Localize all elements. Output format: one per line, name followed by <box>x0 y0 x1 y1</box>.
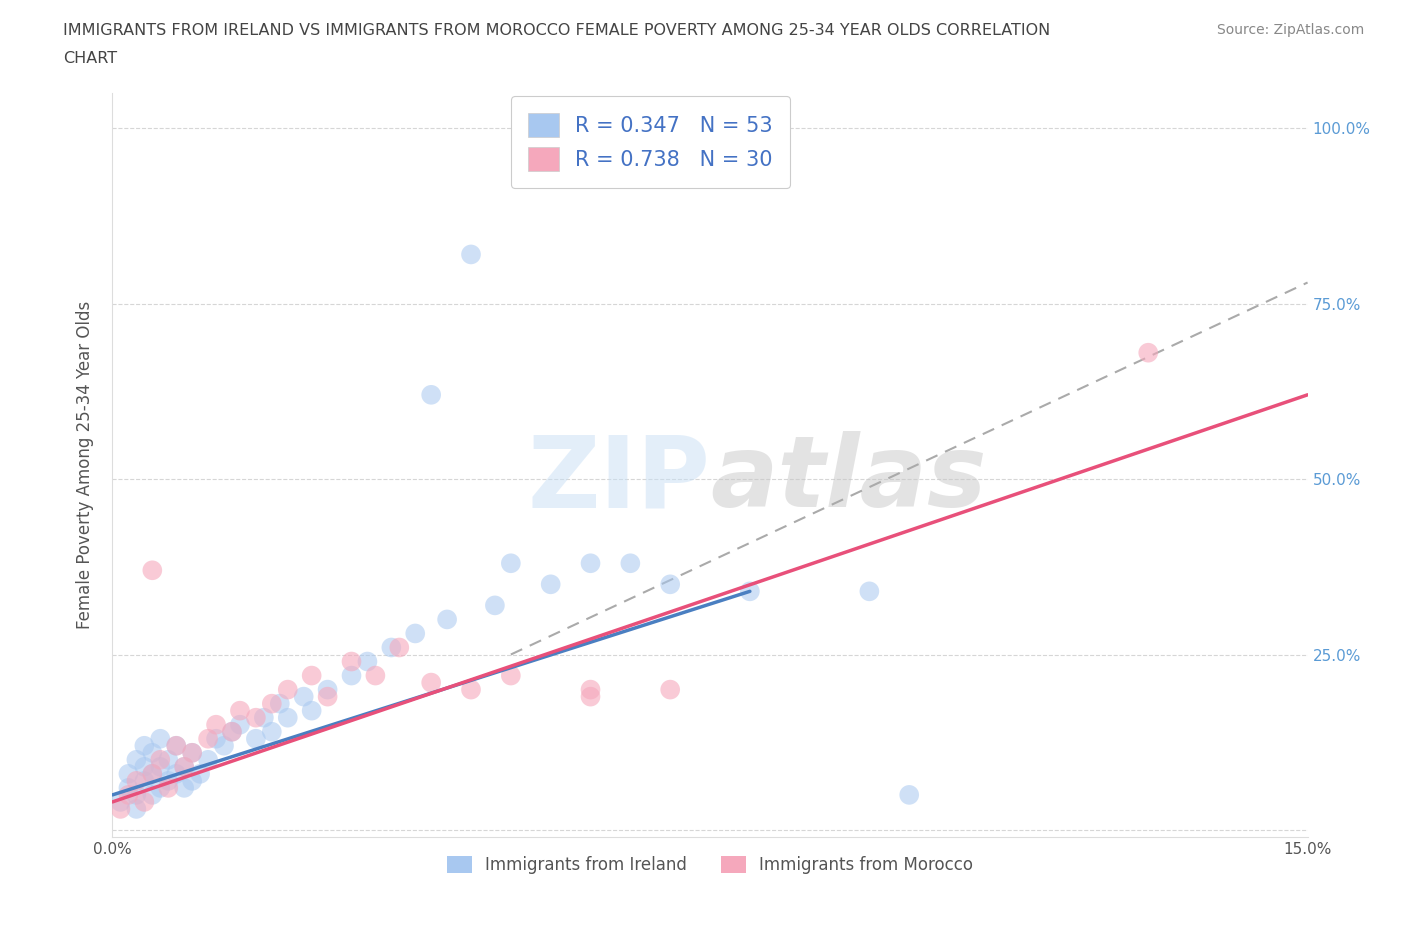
Point <box>659 683 682 698</box>
Point <box>540 577 562 591</box>
Point <box>364 668 387 683</box>
Point <box>484 598 506 613</box>
Point <box>221 724 243 739</box>
Point <box>260 697 283 711</box>
Point <box>277 711 299 725</box>
Point <box>356 654 378 669</box>
Point <box>125 752 148 767</box>
Point <box>125 774 148 789</box>
Point <box>141 745 163 760</box>
Point <box>579 689 602 704</box>
Text: CHART: CHART <box>63 51 117 66</box>
Point <box>205 731 228 746</box>
Point <box>117 780 139 795</box>
Point <box>165 738 187 753</box>
Point <box>340 654 363 669</box>
Point <box>117 766 139 781</box>
Text: atlas: atlas <box>710 432 987 528</box>
Point <box>173 760 195 775</box>
Point <box>134 738 156 753</box>
Point <box>197 752 219 767</box>
Point <box>245 731 267 746</box>
Point <box>269 697 291 711</box>
Point <box>245 711 267 725</box>
Point <box>141 788 163 803</box>
Point <box>197 731 219 746</box>
Point <box>388 640 411 655</box>
Point <box>619 556 641 571</box>
Point <box>149 731 172 746</box>
Point <box>221 724 243 739</box>
Point <box>738 584 761 599</box>
Point <box>134 760 156 775</box>
Point <box>659 577 682 591</box>
Point <box>149 760 172 775</box>
Point <box>141 766 163 781</box>
Point <box>165 738 187 753</box>
Point <box>404 626 426 641</box>
Point <box>141 563 163 578</box>
Text: ZIP: ZIP <box>527 432 710 528</box>
Point <box>579 556 602 571</box>
Point <box>1137 345 1160 360</box>
Point <box>134 794 156 809</box>
Point <box>157 752 180 767</box>
Point <box>125 788 148 803</box>
Point <box>380 640 402 655</box>
Point <box>499 556 522 571</box>
Point <box>188 766 211 781</box>
Point <box>436 612 458 627</box>
Point <box>340 668 363 683</box>
Point <box>460 683 482 698</box>
Point <box>316 683 339 698</box>
Point <box>277 683 299 698</box>
Point <box>110 802 132 817</box>
Point <box>110 794 132 809</box>
Text: IMMIGRANTS FROM IRELAND VS IMMIGRANTS FROM MOROCCO FEMALE POVERTY AMONG 25-34 YE: IMMIGRANTS FROM IRELAND VS IMMIGRANTS FR… <box>63 23 1050 38</box>
Point <box>117 788 139 803</box>
Point <box>173 780 195 795</box>
Point <box>420 675 443 690</box>
Point <box>181 745 204 760</box>
Point <box>253 711 276 725</box>
Point <box>141 766 163 781</box>
Point <box>229 703 252 718</box>
Point <box>205 717 228 732</box>
Point <box>181 774 204 789</box>
Point <box>499 668 522 683</box>
Point <box>260 724 283 739</box>
Point <box>165 766 187 781</box>
Y-axis label: Female Poverty Among 25-34 Year Olds: Female Poverty Among 25-34 Year Olds <box>76 301 94 629</box>
Point <box>579 683 602 698</box>
Point <box>292 689 315 704</box>
Point <box>181 745 204 760</box>
Point <box>134 774 156 789</box>
Point <box>898 788 921 803</box>
Point <box>149 752 172 767</box>
Point <box>157 774 180 789</box>
Point <box>229 717 252 732</box>
Point <box>301 703 323 718</box>
Point <box>301 668 323 683</box>
Point <box>173 760 195 775</box>
Point <box>212 738 235 753</box>
Point <box>316 689 339 704</box>
Legend: Immigrants from Ireland, Immigrants from Morocco: Immigrants from Ireland, Immigrants from… <box>440 849 980 881</box>
Point <box>157 780 180 795</box>
Text: Source: ZipAtlas.com: Source: ZipAtlas.com <box>1216 23 1364 37</box>
Point <box>149 780 172 795</box>
Point <box>420 388 443 403</box>
Point <box>858 584 880 599</box>
Point <box>460 247 482 262</box>
Point <box>125 802 148 817</box>
